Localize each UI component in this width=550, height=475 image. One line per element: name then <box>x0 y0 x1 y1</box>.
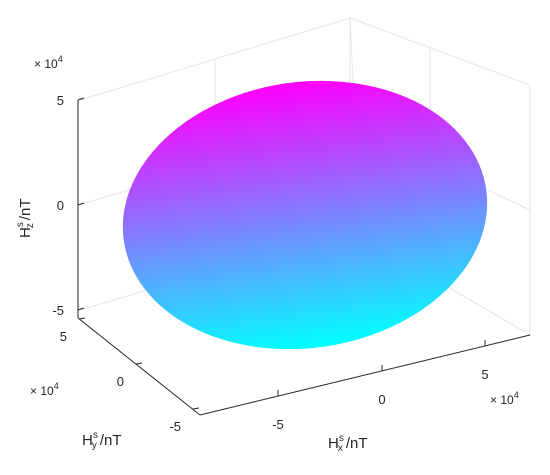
z-axis-tick-label: 0 <box>57 198 64 213</box>
ellipsoid-surface <box>122 80 488 350</box>
z-multiplier: × 104 <box>34 54 63 71</box>
y-axis-tick-label: 5 <box>60 329 67 344</box>
z-axis-tick <box>77 202 85 206</box>
x-axis-line <box>199 334 531 416</box>
x-axis-tick-label: 0 <box>378 392 385 407</box>
z-axis-tick <box>77 307 85 311</box>
axis-lines <box>77 100 531 416</box>
axis-ticks: -5 0 5 -5 0 5 -5 0 5 <box>52 93 488 434</box>
y-multiplier: × 104 <box>30 381 59 398</box>
y-axis-tick <box>135 362 143 365</box>
z-axis-tick <box>77 97 85 101</box>
z-axis-tick-label: 5 <box>57 93 64 108</box>
z-axis-label: Hsz/nT <box>15 198 36 238</box>
x-axis-tick-label: -5 <box>272 417 284 432</box>
y-axis-tick <box>192 407 200 410</box>
x-axis-tick-label: 5 <box>481 367 488 382</box>
y-axis-line <box>77 317 201 416</box>
y-axis-label: Hs y/nT <box>82 430 122 451</box>
x-multiplier: × 104 <box>490 390 519 407</box>
z-axis-tick-label: -5 <box>52 303 64 318</box>
y-axis-tick-label: -5 <box>169 419 181 434</box>
y-axis-tick <box>78 317 86 320</box>
x-axis-label: Hs x/nT <box>328 433 368 454</box>
y-axis-tick-label: 0 <box>117 374 124 389</box>
